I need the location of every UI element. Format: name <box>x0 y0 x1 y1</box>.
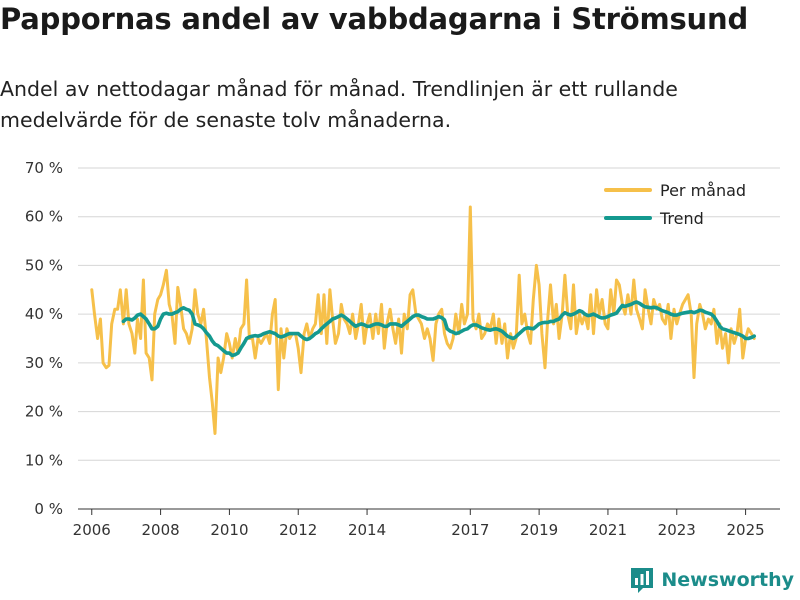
series-lines <box>90 205 756 435</box>
bar-chart-logo-icon <box>631 568 654 593</box>
y-tick-label: 60 % <box>25 208 63 226</box>
legend: Per månad Trend <box>604 181 746 228</box>
x-tick-label: 2014 <box>348 521 386 539</box>
x-tick-label: 2019 <box>520 521 558 539</box>
y-tick-label: 20 % <box>25 403 63 421</box>
x-tick-label: 2023 <box>658 521 696 539</box>
y-tick-label: 40 % <box>25 305 63 323</box>
x-tick-label: 2017 <box>451 521 489 539</box>
x-tick-label: 2012 <box>279 521 317 539</box>
y-axis-ticks: 0 % 10 % 20 % 30 % 40 % 50 % 60 % 70 % <box>25 159 63 518</box>
x-axis: 2006 2008 2010 2012 2014 2017 2019 2021 2023 2025 <box>73 508 780 539</box>
x-tick-label: 2010 <box>210 521 248 539</box>
y-tick-label: 50 % <box>25 256 63 274</box>
brand-name: Newsworthy <box>661 569 794 591</box>
y-tick-label: 10 % <box>25 451 63 469</box>
legend-label-trend: Trend <box>659 209 704 228</box>
series-line-monthly <box>90 205 756 435</box>
y-tick-label: 70 % <box>25 159 63 177</box>
x-tick-label: 2008 <box>141 521 179 539</box>
series-line-trend <box>121 300 756 358</box>
y-tick-label: 0 % <box>34 500 63 518</box>
legend-label-monthly: Per månad <box>660 181 746 200</box>
x-tick-label: 2025 <box>726 521 764 539</box>
brand-logo: Newsworthy <box>629 566 794 594</box>
y-tick-label: 30 % <box>25 354 63 372</box>
x-tick-label: 2021 <box>589 521 627 539</box>
x-tick-label: 2006 <box>73 521 111 539</box>
chart-subtitle: Andel av nettodagar månad för månad. Tre… <box>0 77 678 132</box>
chart-title: Pappornas andel av vabbdagarna i Strömsu… <box>0 2 749 36</box>
gridlines <box>78 167 780 461</box>
